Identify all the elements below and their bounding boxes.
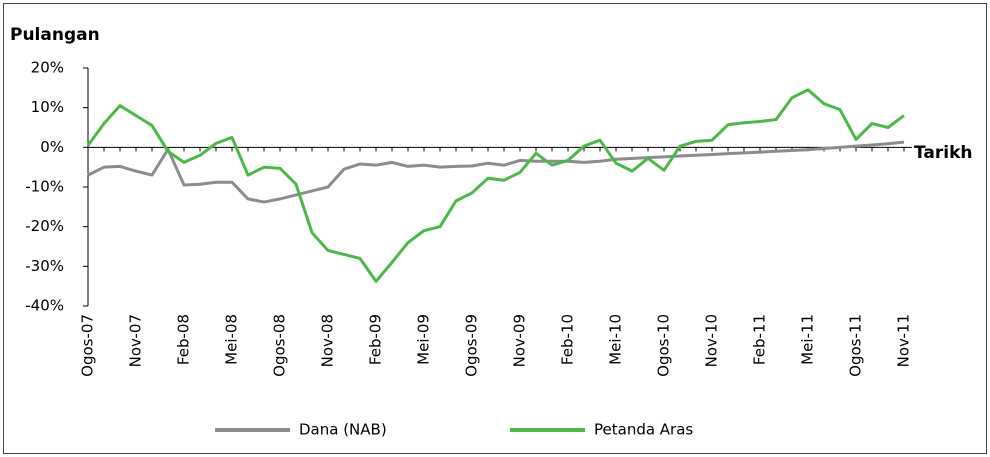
legend-label: Dana (NAB)	[299, 421, 387, 439]
y-tick-label: -40%	[25, 297, 64, 315]
x-tick-label: Nov-08	[319, 314, 337, 367]
frame	[3, 3, 987, 454]
y-tick-label: -30%	[25, 257, 64, 275]
y-tick-label: -10%	[25, 178, 64, 196]
series-line	[87, 140, 905, 204]
series-line	[86, 88, 905, 283]
x-tick-label: Mei-08	[223, 314, 241, 365]
x-tick-label: Mei-10	[607, 314, 625, 365]
y-tick-label: 10%	[31, 98, 64, 116]
x-tick-label: Ogos-10	[655, 314, 673, 377]
x-tick-label: Nov-11	[895, 314, 913, 367]
x-tick-label: Feb-09	[367, 314, 385, 365]
x-tick-label: Nov-09	[511, 314, 529, 367]
chart-title: Pulangan	[10, 25, 100, 45]
x-tick-label: Feb-10	[559, 314, 577, 365]
x-tick-label: Mei-11	[799, 314, 817, 365]
x-tick-label: Feb-11	[751, 314, 769, 365]
x-tick-label: Ogos-08	[271, 314, 289, 377]
x-tick-label: Nov-10	[703, 314, 721, 367]
legend-label: Petanda Aras	[594, 421, 693, 439]
x-tick-label: Ogos-11	[847, 314, 865, 377]
x-tick-label: Mei-09	[415, 314, 433, 365]
x-tick-label: Nov-07	[127, 314, 145, 367]
y-tick-label: 20%	[31, 59, 64, 77]
y-tick-label: 0%	[40, 138, 64, 156]
y-tick-label: -20%	[25, 217, 64, 235]
x-tick-label: Ogos-09	[463, 314, 481, 377]
x-tick-label: Feb-08	[175, 314, 193, 365]
x-axis-label: Tarikh	[914, 143, 973, 163]
x-tick-label: Ogos-07	[79, 314, 97, 377]
